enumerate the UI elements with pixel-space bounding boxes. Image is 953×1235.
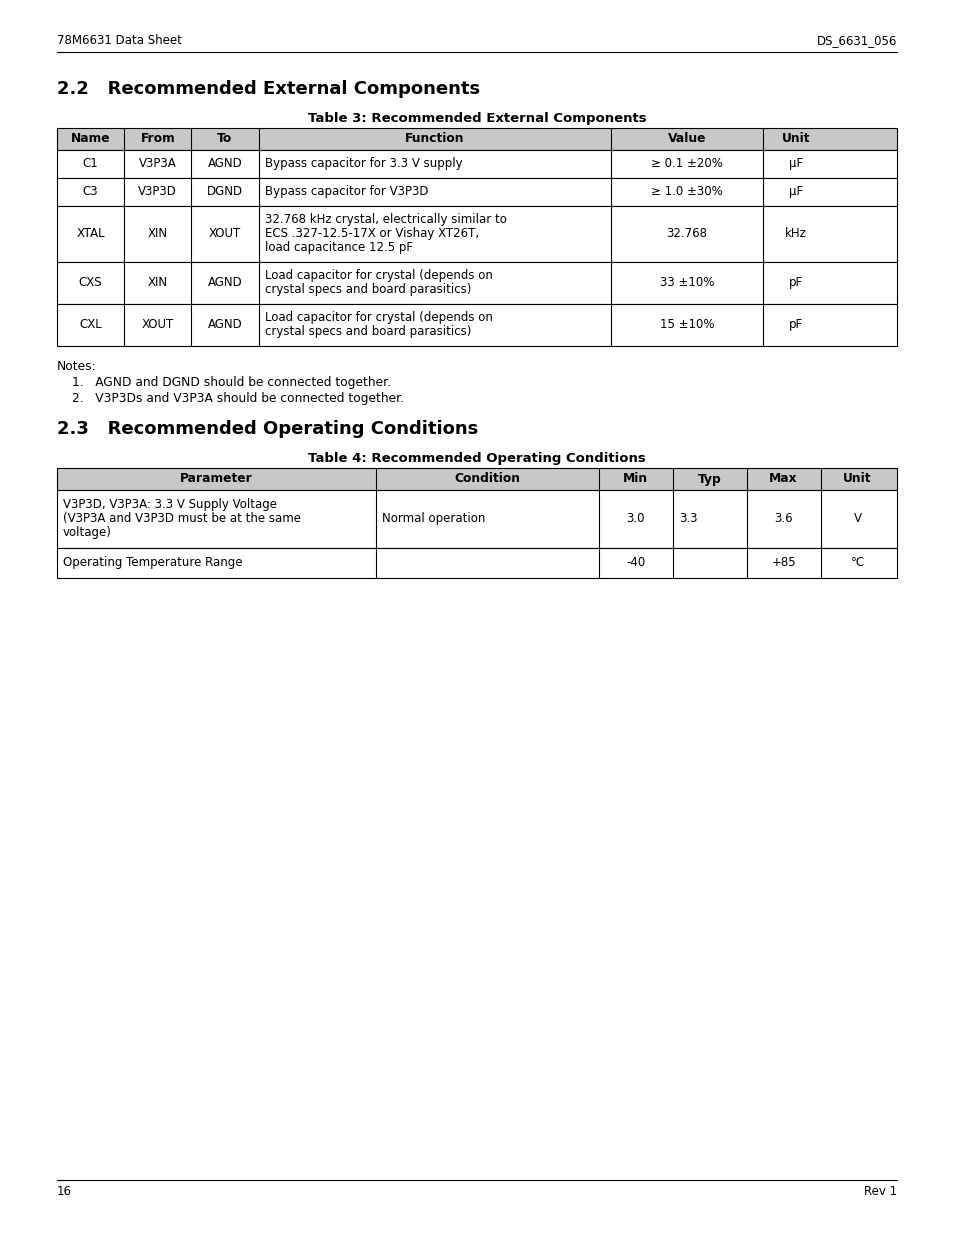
Bar <box>57 178 896 206</box>
Text: voltage): voltage) <box>63 526 112 538</box>
Text: AGND: AGND <box>208 157 242 170</box>
Text: Operating Temperature Range: Operating Temperature Range <box>63 556 242 569</box>
Text: 32.768: 32.768 <box>666 227 707 240</box>
Text: pF: pF <box>788 275 802 289</box>
Text: C3: C3 <box>83 185 98 198</box>
Text: Min: Min <box>622 473 648 485</box>
Text: XTAL: XTAL <box>76 227 105 240</box>
Text: Parameter: Parameter <box>180 473 253 485</box>
Text: 2.3   Recommended Operating Conditions: 2.3 Recommended Operating Conditions <box>57 420 477 438</box>
Text: 33 ±10%: 33 ±10% <box>659 275 714 289</box>
Text: Condition: Condition <box>454 473 520 485</box>
Text: Unit: Unit <box>842 473 871 485</box>
Bar <box>57 128 896 149</box>
Text: Typ: Typ <box>697 473 720 485</box>
Bar <box>57 548 896 578</box>
Text: Normal operation: Normal operation <box>382 513 485 525</box>
Text: To: To <box>217 132 233 146</box>
Text: 3.6: 3.6 <box>774 513 792 525</box>
Text: 3.0: 3.0 <box>626 513 644 525</box>
Text: V: V <box>853 513 861 525</box>
Text: V3P3D: V3P3D <box>138 185 177 198</box>
Text: μF: μF <box>788 185 802 198</box>
Bar <box>57 468 896 490</box>
Text: Load capacitor for crystal (depends on: Load capacitor for crystal (depends on <box>264 311 492 324</box>
Text: Value: Value <box>667 132 705 146</box>
Text: AGND: AGND <box>208 317 242 331</box>
Text: 2.2   Recommended External Components: 2.2 Recommended External Components <box>57 80 479 98</box>
Bar <box>57 206 896 262</box>
Text: From: From <box>140 132 175 146</box>
Text: 32.768 kHz crystal, electrically similar to: 32.768 kHz crystal, electrically similar… <box>264 212 506 226</box>
Text: pF: pF <box>788 317 802 331</box>
Text: 16: 16 <box>57 1186 71 1198</box>
Text: 1.   AGND and DGND should be connected together.: 1. AGND and DGND should be connected tog… <box>71 375 391 389</box>
Text: XIN: XIN <box>148 227 168 240</box>
Text: CXL: CXL <box>79 317 102 331</box>
Text: Table 4: Recommended Operating Conditions: Table 4: Recommended Operating Condition… <box>308 452 645 466</box>
Text: -40: -40 <box>625 556 645 569</box>
Text: (V3P3A and V3P3D must be at the same: (V3P3A and V3P3D must be at the same <box>63 513 301 525</box>
Text: μF: μF <box>788 157 802 170</box>
Bar <box>57 304 896 346</box>
Text: Bypass capacitor for V3P3D: Bypass capacitor for V3P3D <box>264 185 428 198</box>
Text: °C: °C <box>849 556 863 569</box>
Text: XIN: XIN <box>148 275 168 289</box>
Text: AGND: AGND <box>208 275 242 289</box>
Bar <box>57 490 896 548</box>
Text: Function: Function <box>405 132 464 146</box>
Text: +85: +85 <box>770 556 795 569</box>
Text: DGND: DGND <box>207 185 243 198</box>
Text: 2.   V3P3Ds and V3P3A should be connected together.: 2. V3P3Ds and V3P3A should be connected … <box>71 391 403 405</box>
Text: ≥ 1.0 ±30%: ≥ 1.0 ±30% <box>651 185 722 198</box>
Text: V3P3A: V3P3A <box>139 157 176 170</box>
Text: ≥ 0.1 ±20%: ≥ 0.1 ±20% <box>650 157 722 170</box>
Text: kHz: kHz <box>784 227 806 240</box>
Text: 78M6631 Data Sheet: 78M6631 Data Sheet <box>57 35 182 47</box>
Text: Bypass capacitor for 3.3 V supply: Bypass capacitor for 3.3 V supply <box>264 157 462 170</box>
Bar <box>57 262 896 304</box>
Text: Unit: Unit <box>781 132 810 146</box>
Text: Name: Name <box>71 132 111 146</box>
Text: V3P3D, V3P3A: 3.3 V Supply Voltage: V3P3D, V3P3A: 3.3 V Supply Voltage <box>63 498 276 511</box>
Text: CXS: CXS <box>79 275 102 289</box>
Text: Load capacitor for crystal (depends on: Load capacitor for crystal (depends on <box>264 269 492 282</box>
Text: C1: C1 <box>83 157 98 170</box>
Text: Rev 1: Rev 1 <box>863 1186 896 1198</box>
Text: 15 ±10%: 15 ±10% <box>659 317 714 331</box>
Text: DS_6631_056: DS_6631_056 <box>816 35 896 47</box>
Text: load capacitance 12.5 pF: load capacitance 12.5 pF <box>264 241 412 254</box>
Text: ECS .327-12.5-17X or Vishay XT26T,: ECS .327-12.5-17X or Vishay XT26T, <box>264 227 478 240</box>
Text: XOUT: XOUT <box>142 317 173 331</box>
Bar <box>57 149 896 178</box>
Text: crystal specs and board parasitics): crystal specs and board parasitics) <box>264 325 471 338</box>
Text: 3.3: 3.3 <box>678 513 697 525</box>
Text: Table 3: Recommended External Components: Table 3: Recommended External Components <box>308 112 645 125</box>
Text: XOUT: XOUT <box>209 227 241 240</box>
Text: Max: Max <box>768 473 797 485</box>
Text: Notes:: Notes: <box>57 359 96 373</box>
Text: crystal specs and board parasitics): crystal specs and board parasitics) <box>264 283 471 296</box>
